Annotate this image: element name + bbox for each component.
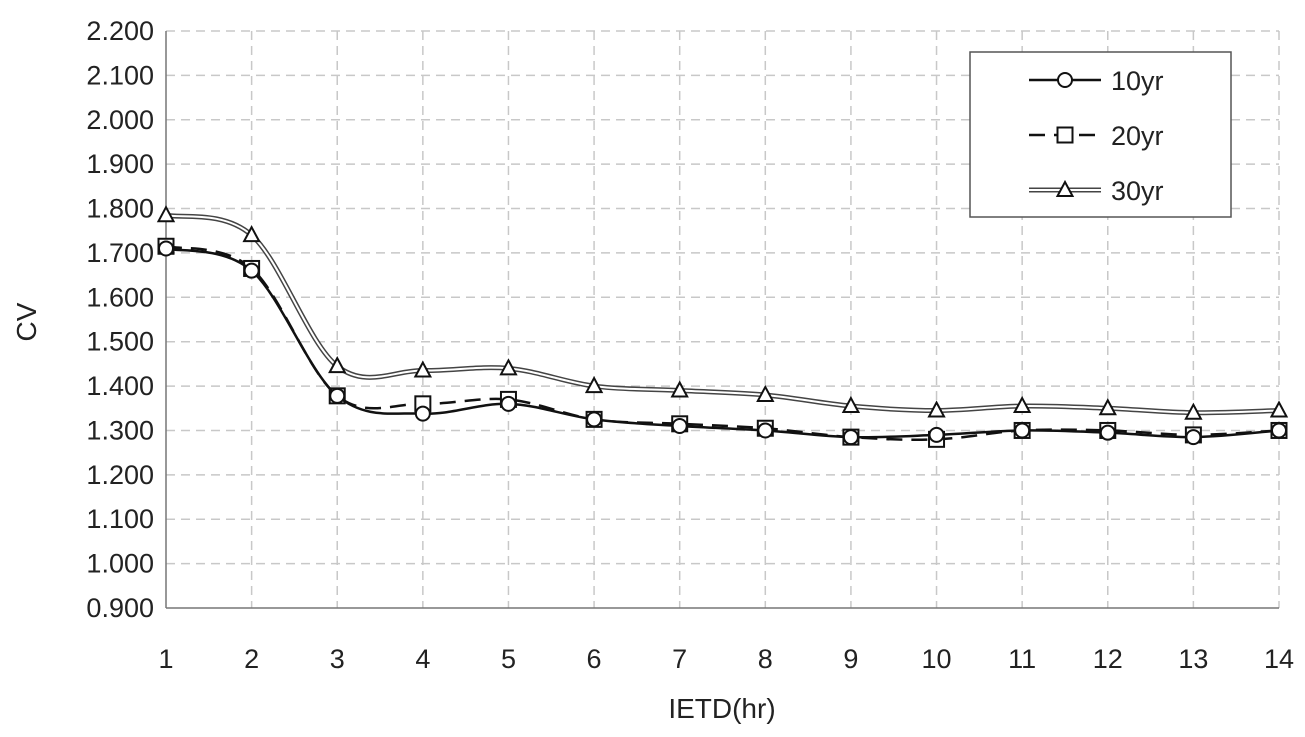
y-tick-label: 1.200 [86,460,154,490]
grid-lines [166,30,1280,608]
triangle-marker [1098,398,1117,416]
triangle-marker [841,395,861,414]
legend-item-10yr: 10yr [1029,66,1164,96]
x-tick-label: 3 [330,644,345,674]
circle-marker [158,240,174,257]
x-tick-label: 12 [1093,644,1123,674]
x-tick-label: 1 [158,644,173,674]
y-tick-label: 1.400 [86,371,154,401]
legend-item-30yr: 30yr [1029,176,1164,206]
triangle-marker [670,380,689,398]
triangle-marker [1269,400,1289,418]
legend-item-20yr: 20yr [1029,121,1164,151]
square-marker [1056,126,1074,144]
y-tick-label: 1.700 [86,238,154,268]
triangle-marker [499,358,518,376]
y-tick-label: 1.600 [86,282,154,312]
circle-marker [842,429,859,446]
y-tick-label: 2.000 [86,105,154,135]
series-line-30yr-inner [165,214,1280,414]
y-tick-label: 2.200 [86,16,154,46]
x-tick-label: 14 [1264,644,1294,674]
legend-label-30yr: 30yr [1111,176,1164,206]
circle-marker [1014,422,1031,439]
x-tick-label: 7 [672,644,687,674]
triangle-marker [242,225,261,243]
x-axis-title: IETD(hr) [668,693,775,724]
x-tick-label: 4 [415,644,430,674]
circle-marker [1185,429,1202,446]
circle-marker [414,405,431,422]
circle-marker [329,387,346,404]
triangle-marker [756,384,775,402]
circle-marker [1099,424,1116,441]
series-line-30yr [165,212,1280,416]
triangle-marker [927,400,946,418]
y-tick-label: 1.100 [86,504,154,534]
triangle-marker [1184,402,1203,420]
triangle-marker [584,375,604,394]
legend: 10yr 20yr 30yr [969,51,1232,218]
triangle-marker [413,360,433,378]
x-tick-label: 8 [758,644,773,674]
series-line-20yr [165,245,1280,441]
y-tick-label: 1.900 [86,149,154,179]
x-tick-label: 13 [1178,644,1208,674]
axes [165,31,1279,609]
triangle-marker [328,355,347,374]
y-tick-label: 1.500 [86,327,154,357]
circle-marker [1057,72,1073,88]
circle-marker [243,262,260,279]
circle-marker [586,411,603,428]
circle-marker [757,422,774,439]
triangle-marker [156,205,176,223]
tick-labels: 0.900 1.000 1.100 1.200 1.300 1.400 1.500 1.600… [86,16,1294,674]
circle-marker [500,395,517,412]
y-tick-label: 1.000 [86,549,154,579]
triangle-marker [1055,179,1075,197]
y-tick-label: 0.900 [86,593,154,623]
series-10yr [158,240,1287,446]
series-group [156,205,1289,448]
x-tick-label: 6 [587,644,602,674]
circle-marker [671,418,688,435]
y-tick-label: 1.800 [86,194,154,224]
x-tick-label: 5 [501,644,516,674]
x-tick-label: 11 [1008,644,1036,674]
circle-marker [928,426,945,443]
triangle-marker [1012,395,1032,414]
y-axis-title: CV [11,302,42,341]
series-20yr [157,237,1288,448]
y-tick-label: 2.100 [86,60,154,90]
x-tick-label: 10 [922,644,952,674]
x-tick-label: 2 [244,644,259,674]
x-tick-label: 9 [843,644,858,674]
circle-marker [1271,422,1287,439]
y-tick-label: 1.300 [86,415,154,445]
series-30yr [156,205,1289,420]
legend-label-20yr: 20yr [1111,121,1164,151]
legend-label-10yr: 10yr [1111,66,1164,96]
